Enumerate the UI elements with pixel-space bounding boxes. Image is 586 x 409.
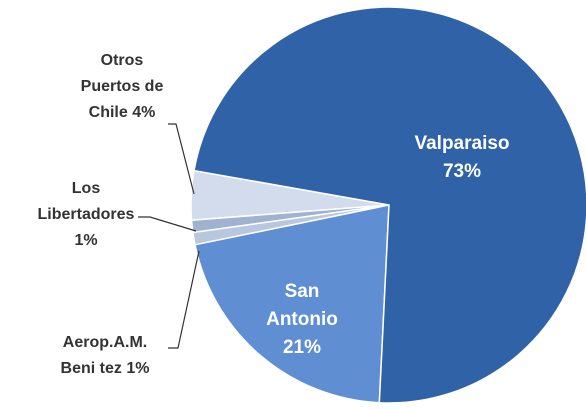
data-label: Aerop.A.M. Beni tez 1% bbox=[46, 330, 164, 382]
category-name: San Antonio bbox=[266, 281, 338, 330]
pie-slice bbox=[193, 6, 586, 404]
value-label: 21% bbox=[282, 337, 322, 358]
data-label: Los Libertadores 1% bbox=[34, 176, 138, 254]
leader-line bbox=[168, 250, 200, 349]
value-label: 1% bbox=[74, 232, 98, 249]
data-label: Valparaiso 73% bbox=[402, 130, 522, 186]
data-label: Otros Puertos de Chile 4% bbox=[72, 48, 172, 126]
leader-line bbox=[138, 216, 197, 232]
value-label: 4% bbox=[132, 104, 156, 121]
leader-lines bbox=[138, 123, 200, 349]
category-name: Valparaiso bbox=[414, 133, 510, 154]
category-name: Otros Puertos de Chile bbox=[80, 52, 164, 121]
category-name: Aerop.A.M. Beni tez bbox=[60, 334, 148, 377]
leader-line bbox=[168, 123, 195, 195]
pie-slice bbox=[194, 204, 390, 404]
category-name: Los Libertadores bbox=[37, 180, 135, 223]
value-label: 73% bbox=[442, 161, 482, 182]
value-label: 1% bbox=[126, 360, 150, 377]
data-label: San Antonio 21% bbox=[260, 278, 344, 362]
